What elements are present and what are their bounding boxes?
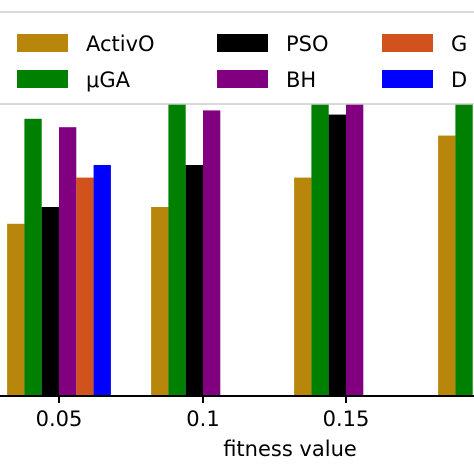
legend-label-1: μGA — [86, 68, 131, 92]
legend-swatch-5 — [382, 70, 433, 88]
bar-3-0 — [59, 127, 77, 396]
bar-1-0 — [24, 118, 42, 397]
legend-frame — [0, 11, 474, 105]
legend-label-3: BH — [286, 68, 316, 92]
bar-0-0 — [7, 223, 25, 396]
legend-label-4: G — [451, 32, 467, 56]
x-tick-label-2: 0.15 — [323, 407, 370, 431]
bar-5-0 — [93, 165, 111, 396]
x-ticks-group: 0.050.10.150.2 — [36, 396, 474, 431]
legend-swatch-3 — [217, 70, 268, 88]
bar-0-3 — [438, 135, 456, 396]
bar-3-1 — [203, 110, 221, 397]
bar-0-2 — [294, 177, 312, 396]
legend-swatch-4 — [382, 34, 433, 52]
legend: ActivO μGA PSO BH GD — [0, 11, 474, 105]
bar-1-1 — [168, 102, 186, 396]
bars-group — [7, 18, 473, 397]
legend-label-2: PSO — [286, 32, 329, 56]
legend-swatch-0 — [17, 34, 68, 52]
bar-1-2 — [311, 81, 329, 396]
bar-1-3 — [455, 18, 473, 396]
legend-label-0: ActivO — [86, 32, 155, 56]
legend-swatch-1 — [17, 70, 68, 88]
bar-0-1 — [151, 207, 169, 396]
x-tick-label-1: 0.1 — [186, 407, 219, 431]
x-axis-label: fitness value — [223, 437, 357, 461]
bar-4-0 — [76, 177, 94, 396]
legend-swatch-2 — [217, 34, 268, 52]
x-tick-label-0: 0.05 — [36, 407, 83, 431]
bar-2-1 — [185, 165, 203, 396]
legend-label-5: D — [451, 68, 467, 92]
bar-3-2 — [346, 34, 364, 397]
bar-2-2 — [328, 114, 346, 396]
bar-2-0 — [41, 207, 59, 396]
